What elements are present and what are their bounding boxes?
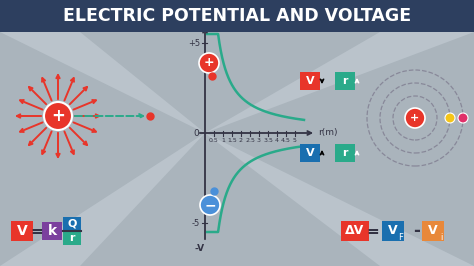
- FancyBboxPatch shape: [42, 222, 62, 240]
- Text: +V: +V: [193, 13, 207, 22]
- Text: -5: -5: [192, 218, 200, 227]
- Circle shape: [199, 53, 219, 73]
- Text: +: +: [51, 107, 65, 125]
- Text: 3: 3: [257, 138, 261, 143]
- Polygon shape: [205, 133, 474, 266]
- Text: =: =: [366, 223, 379, 239]
- Text: 4.5: 4.5: [281, 138, 291, 143]
- FancyBboxPatch shape: [335, 144, 355, 162]
- FancyBboxPatch shape: [0, 0, 474, 32]
- Text: ΔV: ΔV: [346, 225, 365, 238]
- Text: −: −: [204, 198, 216, 212]
- Text: 4: 4: [275, 138, 279, 143]
- Polygon shape: [0, 133, 205, 266]
- Text: 5: 5: [293, 138, 297, 143]
- Text: =: =: [31, 223, 44, 239]
- FancyBboxPatch shape: [382, 221, 404, 241]
- FancyBboxPatch shape: [341, 221, 369, 241]
- Text: r: r: [342, 148, 348, 158]
- Text: 3.5: 3.5: [263, 138, 273, 143]
- Text: +: +: [204, 56, 214, 69]
- Text: r(m): r(m): [318, 127, 337, 136]
- FancyBboxPatch shape: [300, 72, 320, 90]
- Text: -: -: [413, 222, 420, 240]
- Text: V: V: [17, 224, 27, 238]
- Text: Q: Q: [67, 219, 77, 229]
- Text: F: F: [399, 234, 403, 243]
- Text: V: V: [388, 225, 398, 238]
- Circle shape: [445, 113, 455, 123]
- Text: i: i: [440, 234, 442, 243]
- Text: k: k: [47, 224, 56, 238]
- FancyBboxPatch shape: [11, 221, 33, 241]
- Text: V: V: [306, 76, 314, 86]
- FancyBboxPatch shape: [422, 221, 444, 241]
- Text: ELECTRIC POTENTIAL AND VOLTAGE: ELECTRIC POTENTIAL AND VOLTAGE: [63, 7, 411, 25]
- Circle shape: [44, 102, 72, 130]
- FancyBboxPatch shape: [300, 144, 320, 162]
- Text: 2: 2: [239, 138, 243, 143]
- Circle shape: [405, 108, 425, 128]
- Text: r: r: [69, 233, 75, 243]
- Text: V: V: [428, 225, 438, 238]
- Text: 0.5: 0.5: [209, 138, 219, 143]
- Text: 2.5: 2.5: [245, 138, 255, 143]
- Text: +5: +5: [188, 39, 200, 48]
- Polygon shape: [205, 32, 474, 133]
- Circle shape: [458, 113, 468, 123]
- Text: r: r: [342, 76, 348, 86]
- Circle shape: [200, 195, 220, 215]
- Text: 1.5: 1.5: [227, 138, 237, 143]
- Text: +: +: [410, 113, 419, 123]
- FancyBboxPatch shape: [335, 72, 355, 90]
- FancyBboxPatch shape: [63, 217, 81, 231]
- Text: 1: 1: [221, 138, 225, 143]
- Text: V: V: [306, 148, 314, 158]
- Polygon shape: [0, 32, 205, 133]
- Text: -V: -V: [195, 244, 205, 253]
- Text: 0: 0: [193, 128, 199, 138]
- FancyBboxPatch shape: [63, 231, 81, 245]
